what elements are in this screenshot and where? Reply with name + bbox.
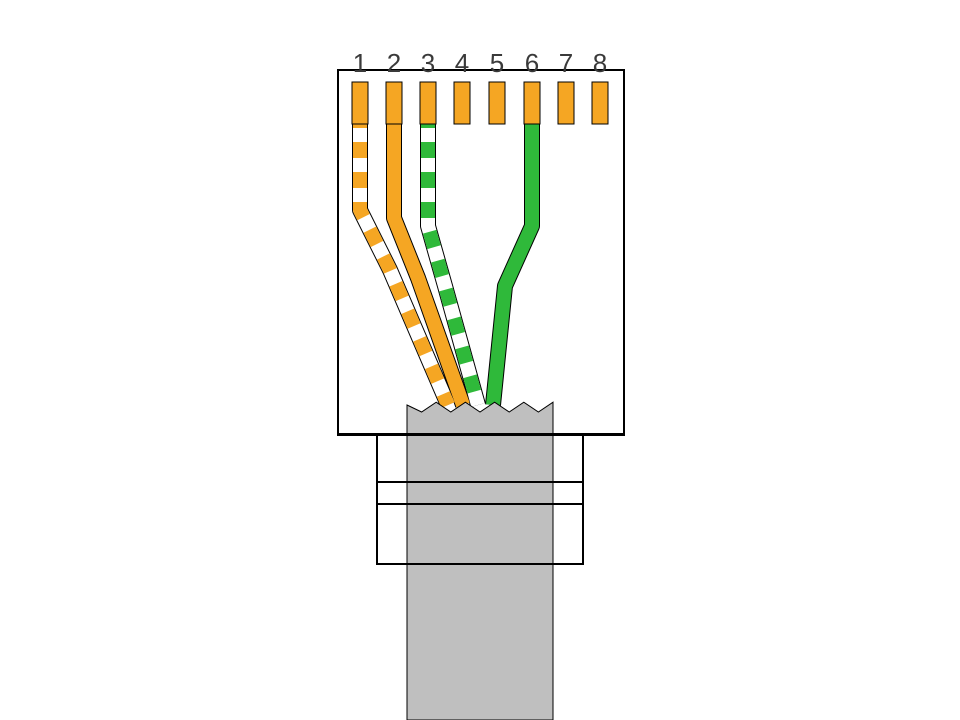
pin-3 (420, 82, 436, 124)
pin-label-1: 1 (353, 48, 367, 79)
pin-label-8: 8 (593, 48, 607, 79)
pin-4 (454, 82, 470, 124)
pin-6 (524, 82, 540, 124)
pin-label-2: 2 (387, 48, 401, 79)
cable-jacket (407, 402, 553, 720)
pin-7 (558, 82, 574, 124)
pin-5 (489, 82, 505, 124)
rj45-wiring-diagram: 12345678 (0, 0, 960, 720)
pin-1 (352, 82, 368, 124)
pin-2 (386, 82, 402, 124)
pin-label-6: 6 (525, 48, 539, 79)
pin-label-7: 7 (559, 48, 573, 79)
pin-label-3: 3 (421, 48, 435, 79)
diagram-svg (0, 0, 960, 720)
pin-label-5: 5 (490, 48, 504, 79)
pin-8 (592, 82, 608, 124)
pin-label-4: 4 (455, 48, 469, 79)
